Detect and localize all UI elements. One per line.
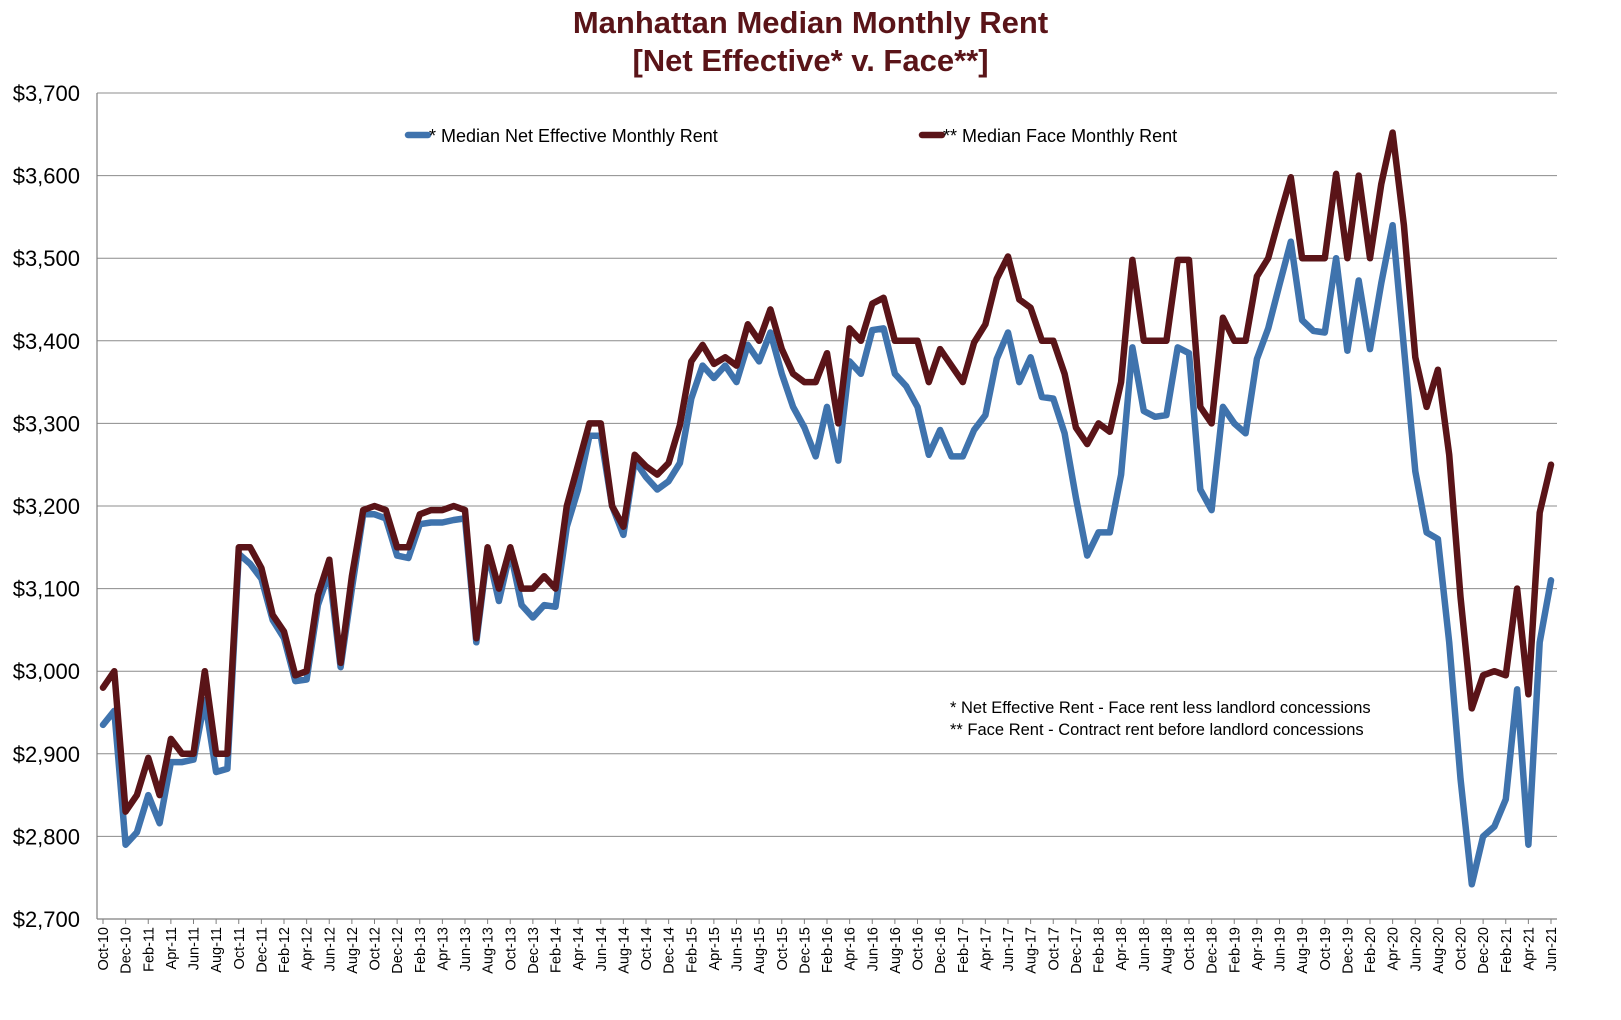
x-tick-label: Jun-16 bbox=[865, 927, 881, 971]
x-tick-label: Feb-11 bbox=[141, 927, 157, 972]
x-tick-label: Jun-17 bbox=[1001, 927, 1017, 971]
x-tick-label: Aug-18 bbox=[1159, 927, 1175, 974]
y-tick-label: $3,300 bbox=[13, 411, 80, 436]
x-tick-label: Aug-12 bbox=[345, 927, 361, 974]
x-tick-label: Jun-18 bbox=[1137, 927, 1153, 971]
y-tick-label: $3,600 bbox=[13, 164, 80, 189]
x-tick-label: Dec-19 bbox=[1340, 927, 1356, 974]
x-tick-label: Dec-12 bbox=[390, 927, 406, 974]
x-tick-label: Apr-12 bbox=[300, 927, 316, 971]
x-tick-label: Oct-12 bbox=[368, 927, 384, 971]
x-tick-label: Dec-17 bbox=[1069, 927, 1085, 974]
footnote: * Net Effective Rent - Face rent less la… bbox=[950, 699, 1371, 717]
x-tick-label: Jun-21 bbox=[1544, 927, 1560, 971]
footnote: ** Face Rent - Contract rent before land… bbox=[950, 721, 1364, 739]
y-tick-label: $3,400 bbox=[13, 329, 80, 354]
legend: * Median Net Effective Monthly Rent ** Me… bbox=[404, 126, 1177, 146]
x-tick-label: Jun-11 bbox=[187, 927, 203, 970]
x-tick-label: Oct-11 bbox=[232, 927, 248, 969]
series-line-face bbox=[99, 129, 1555, 815]
x-tick-label: Oct-20 bbox=[1454, 927, 1470, 971]
chart-title: Manhattan Median Monthly Rent bbox=[572, 5, 1049, 40]
legend-label: * Median Net Effective Monthly Rent bbox=[429, 126, 718, 146]
y-tick-label: $3,700 bbox=[13, 81, 80, 106]
x-tick-label: Apr-21 bbox=[1521, 927, 1537, 971]
x-tick-label: Oct-17 bbox=[1046, 927, 1062, 971]
x-tick-label: Apr-14 bbox=[571, 927, 587, 971]
x-tick-label: Apr-19 bbox=[1250, 927, 1266, 971]
x-tick-label: Feb-15 bbox=[684, 927, 700, 973]
x-tick-label: Apr-17 bbox=[978, 927, 994, 971]
y-tick-label: $3,100 bbox=[13, 577, 80, 602]
x-tick-label: Apr-15 bbox=[707, 927, 723, 971]
x-tick-label: Oct-19 bbox=[1318, 927, 1334, 971]
x-tick-label: Dec-15 bbox=[797, 927, 813, 974]
x-tick-label: Apr-11 bbox=[164, 927, 180, 969]
chart-title-block: Manhattan Median Monthly Rent [Net Effec… bbox=[0, 4, 1621, 80]
x-tick-label: Feb-12 bbox=[277, 927, 293, 973]
y-tick-label: $2,700 bbox=[13, 907, 80, 932]
x-tick-label: Apr-20 bbox=[1386, 927, 1402, 971]
x-tick-label: Oct-15 bbox=[775, 927, 791, 971]
chart-subtitle: [Net Effective* v. Face**] bbox=[632, 43, 989, 78]
x-tick-label: Jun-19 bbox=[1273, 927, 1289, 971]
y-tick-label: $3,000 bbox=[13, 659, 80, 684]
x-tick-label: Dec-14 bbox=[662, 927, 678, 974]
x-tick-label: Aug-13 bbox=[481, 927, 497, 974]
x-tick-label: Dec-10 bbox=[119, 927, 135, 974]
x-tick-label: Jun-12 bbox=[322, 927, 338, 971]
x-tick-label: Aug-14 bbox=[616, 927, 632, 974]
x-tick-label: Feb-21 bbox=[1499, 927, 1515, 973]
x-tick-label: Oct-10 bbox=[96, 927, 112, 971]
y-tick-label: $2,900 bbox=[13, 742, 80, 767]
x-tick-label: Jun-15 bbox=[730, 927, 746, 971]
x-tick-label: Aug-20 bbox=[1431, 927, 1447, 974]
x-tick-label: Oct-16 bbox=[911, 927, 927, 971]
x-tick-label: Feb-17 bbox=[956, 927, 972, 973]
x-tick-label: Dec-20 bbox=[1476, 927, 1492, 974]
x-tick-label: Apr-18 bbox=[1114, 927, 1130, 971]
x-tick-label: Dec-11 bbox=[254, 927, 270, 973]
x-tick-label: Aug-11 bbox=[209, 927, 225, 973]
y-tick-label: $2,800 bbox=[13, 824, 80, 849]
x-tick-label: Jun-13 bbox=[458, 927, 474, 971]
series-layer bbox=[99, 129, 1555, 888]
legend-label: ** Median Face Monthly Rent bbox=[943, 126, 1177, 146]
x-tick-label: Aug-15 bbox=[752, 927, 768, 974]
x-tick-label: Apr-16 bbox=[843, 927, 859, 971]
x-tick-label: Oct-18 bbox=[1182, 927, 1198, 971]
x-tick-label: Oct-14 bbox=[639, 927, 655, 971]
y-tick-label: $3,200 bbox=[13, 494, 80, 519]
x-tick-label: Jun-14 bbox=[594, 927, 610, 971]
x-tick-label: Feb-20 bbox=[1363, 927, 1379, 973]
y-tick-label: $3,500 bbox=[13, 246, 80, 271]
x-tick-label: Aug-17 bbox=[1024, 927, 1040, 974]
x-tick-label: Apr-13 bbox=[435, 927, 451, 971]
x-tick-label: Dec-13 bbox=[526, 927, 542, 974]
x-tick-label: Oct-13 bbox=[503, 927, 519, 971]
series-line-net-effective bbox=[99, 221, 1555, 888]
notes: * Net Effective Rent - Face rent less la… bbox=[950, 699, 1371, 739]
x-tick-label: Feb-16 bbox=[820, 927, 836, 973]
x-tick-label: Aug-19 bbox=[1295, 927, 1311, 974]
x-tick-label: Aug-16 bbox=[888, 927, 904, 974]
x-tick-label: Jun-20 bbox=[1408, 927, 1424, 971]
x-tick-label: Feb-19 bbox=[1227, 927, 1243, 973]
x-tick-label: Dec-16 bbox=[933, 927, 949, 974]
x-tick-label: Feb-18 bbox=[1092, 927, 1108, 973]
x-tick-label: Feb-14 bbox=[549, 927, 565, 973]
x-tick-label: Feb-13 bbox=[413, 927, 429, 973]
axis-layer: $2,700 $2,800 $2,900 $3,000 $3,100 $3,200 $3,3… bbox=[13, 81, 1560, 974]
grid-layer bbox=[97, 92, 1557, 920]
x-tick-label: Dec-18 bbox=[1205, 927, 1221, 974]
